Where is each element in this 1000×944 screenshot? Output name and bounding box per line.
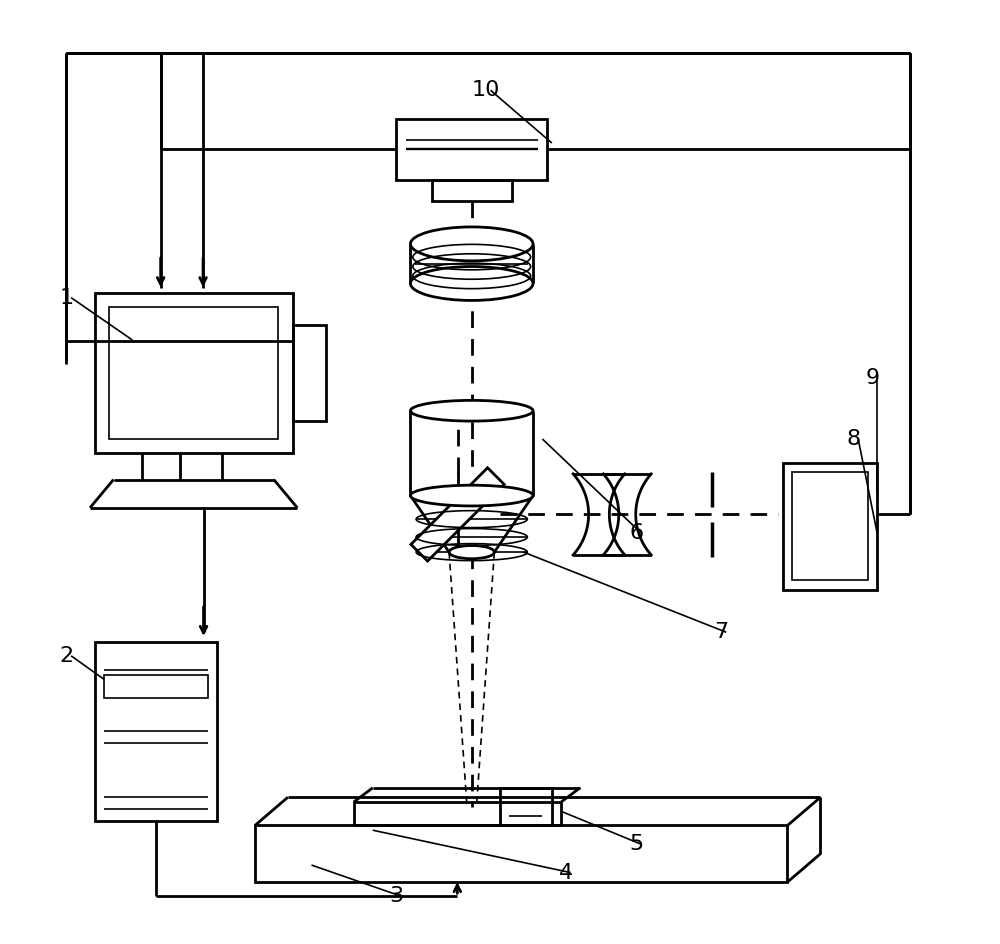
Text: 2: 2 [59, 646, 73, 666]
Bar [109, 307, 278, 439]
Text: 1: 1 [59, 288, 73, 308]
Bar [95, 293, 293, 453]
Text: 10: 10 [472, 80, 500, 100]
Polygon shape [411, 468, 504, 561]
Bar [792, 472, 868, 581]
Bar [432, 179, 512, 200]
Ellipse shape [449, 546, 494, 559]
Bar [293, 325, 326, 421]
Bar [500, 788, 552, 825]
Ellipse shape [410, 400, 533, 421]
Bar [255, 825, 787, 882]
Text: 6: 6 [630, 523, 644, 543]
Text: 9: 9 [865, 368, 879, 388]
Bar [95, 642, 217, 820]
Text: 3: 3 [389, 886, 403, 906]
Text: 8: 8 [846, 429, 861, 449]
Text: 4: 4 [559, 863, 573, 883]
Bar [396, 119, 547, 179]
Bar [783, 463, 877, 590]
Ellipse shape [410, 227, 533, 261]
Text: 7: 7 [714, 622, 729, 642]
Bar [354, 801, 561, 825]
Text: 5: 5 [630, 834, 644, 854]
Bar [104, 675, 208, 699]
Ellipse shape [410, 485, 533, 506]
Ellipse shape [410, 266, 533, 300]
